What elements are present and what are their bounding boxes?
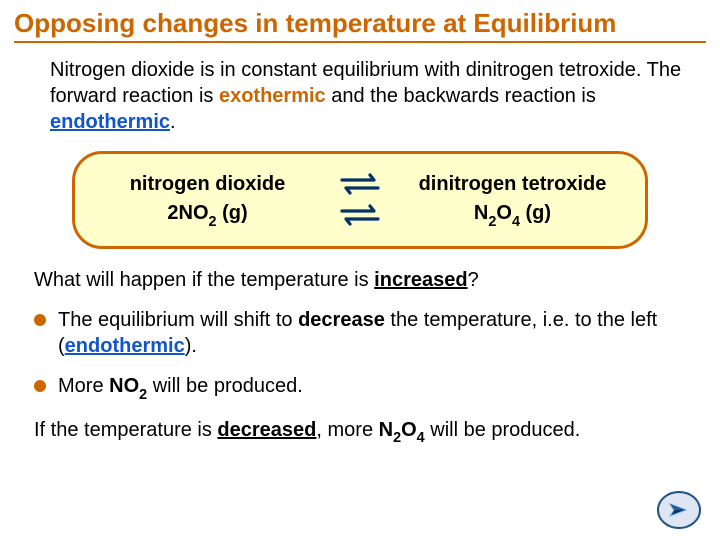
intro-paragraph: Nitrogen dioxide is in constant equilibr… <box>50 57 696 135</box>
eq-row-formulas: 2NO2 (g) N2O4 (g) <box>85 202 635 228</box>
equation-box: nitrogen dioxide dinitrogen tetroxide 2N… <box>72 151 648 249</box>
intro-endo: endothermic <box>50 111 170 133</box>
b2-no2: NO2 <box>109 375 147 397</box>
f-post: will be produced. <box>425 419 581 441</box>
final-para: If the temperature is decreased, more N2… <box>34 417 696 447</box>
eq-left-name: nitrogen dioxide <box>85 173 330 196</box>
b2-pre: More <box>58 375 109 397</box>
eq-right-name: dinitrogen tetroxide <box>390 173 635 196</box>
slide-title: Opposing changes in temperature at Equil… <box>14 8 706 43</box>
f-dec: decreased <box>217 419 316 441</box>
q-pre: What will happen if the temperature is <box>34 269 374 291</box>
formula-n2o4-post: (g) <box>520 202 551 224</box>
f-n2o4: N2O4 <box>379 419 425 441</box>
b1-endo: endothermic <box>65 335 185 357</box>
bullet-2: More NO2 will be produced. <box>34 373 696 403</box>
intro-part3: . <box>170 111 176 133</box>
f-n2o4-b: O <box>401 419 417 441</box>
formula-2no2-sub: 2 <box>209 214 217 230</box>
formula-n2o4-o: O <box>496 202 512 224</box>
b2-post: will be produced. <box>147 375 303 397</box>
b1-pre: The equilibrium will shift to <box>58 309 298 331</box>
f-mid: , more <box>316 419 378 441</box>
b1-dec: decrease <box>298 309 385 331</box>
formula-2no2-pre: 2NO <box>167 202 208 224</box>
b1-post: ). <box>185 335 197 357</box>
intro-part2: and the backwards reaction is <box>326 85 596 107</box>
formula-2no2-post: (g) <box>217 202 248 224</box>
bullet-1: The equilibrium will shift to decrease t… <box>34 307 696 359</box>
formula-n2o4-n: N <box>474 202 488 224</box>
f-n2o4-a: N <box>379 419 393 441</box>
f-pre: If the temperature is <box>34 419 217 441</box>
eq-right-formula: N2O4 (g) <box>390 202 635 228</box>
equilibrium-arrow-icon <box>330 203 390 227</box>
eq-row-names: nitrogen dioxide dinitrogen tetroxide <box>85 172 635 196</box>
bullet-1-text: The equilibrium will shift to decrease t… <box>58 307 696 359</box>
f-n2o4-s2: 4 <box>417 430 425 446</box>
eq-left-formula: 2NO2 (g) <box>85 202 330 228</box>
q-word: increased <box>374 269 467 291</box>
q-post: ? <box>468 269 479 291</box>
next-button[interactable] <box>656 490 702 530</box>
bullet-icon <box>34 314 46 326</box>
f-n2o4-s1: 2 <box>393 430 401 446</box>
question-para: What will happen if the temperature is i… <box>34 267 696 293</box>
equilibrium-arrow-icon <box>330 172 390 196</box>
b2-no2-a: NO <box>109 375 139 397</box>
formula-n2o4-s1: 2 <box>488 214 496 230</box>
formula-n2o4-s2: 4 <box>512 214 520 230</box>
intro-exo: exothermic <box>219 85 326 107</box>
bullet-2-text: More NO2 will be produced. <box>58 373 303 403</box>
b2-no2-sub: 2 <box>139 387 147 403</box>
bullet-icon <box>34 380 46 392</box>
